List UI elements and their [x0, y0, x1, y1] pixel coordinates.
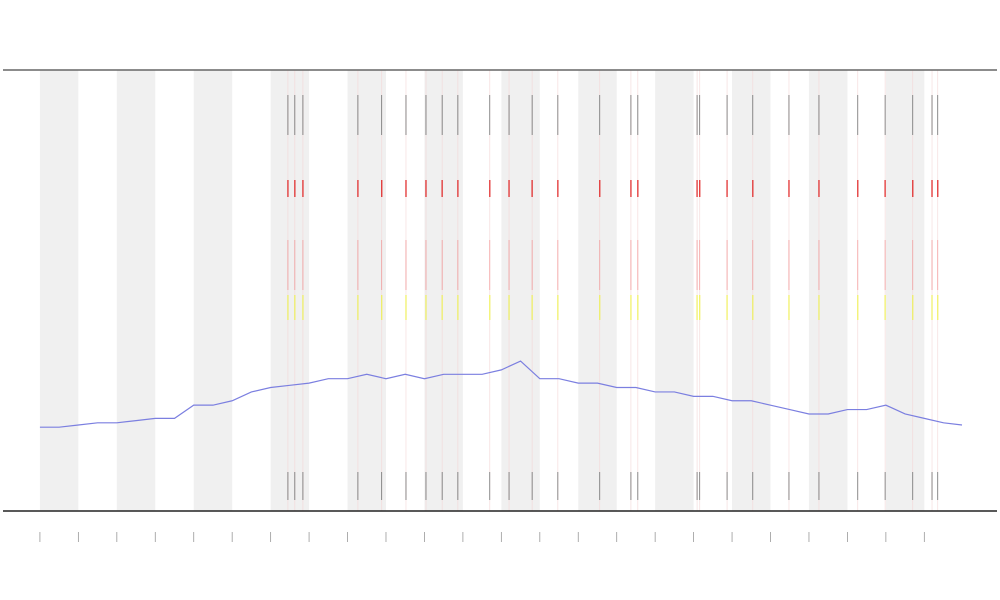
- shaded-band: [655, 70, 694, 511]
- shaded-band: [732, 70, 771, 511]
- shaded-band: [501, 70, 540, 511]
- shaded-band: [424, 70, 463, 511]
- shaded-band: [808, 70, 848, 511]
- shaded-band: [347, 70, 386, 511]
- shaded-band: [116, 70, 156, 511]
- shaded-band: [578, 70, 617, 511]
- shaded-band: [885, 70, 925, 511]
- shaded-band: [39, 70, 79, 511]
- shaded-band: [270, 70, 310, 511]
- series-line: [39, 360, 963, 428]
- shaded-band: [193, 70, 233, 511]
